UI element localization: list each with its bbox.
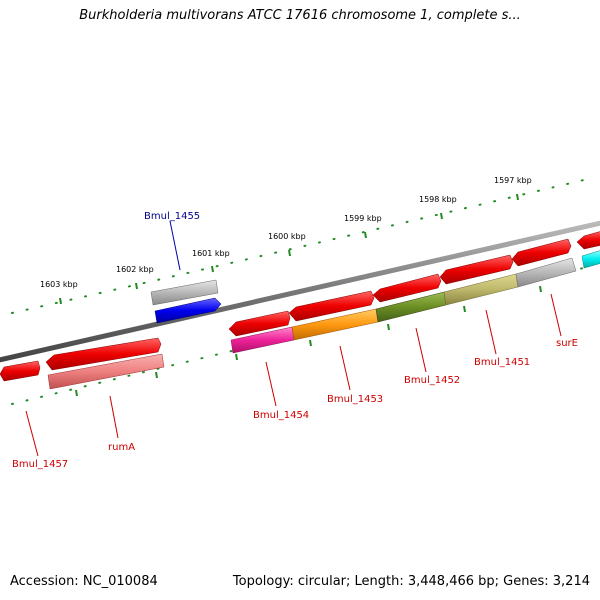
cds-feature[interactable] (439, 254, 514, 285)
cds-feature[interactable] (576, 231, 600, 250)
gene-label-bmul-1457[interactable]: Bmul_1457 (12, 459, 68, 470)
leader-line-surE (550, 293, 562, 337)
label-leaders (25, 220, 562, 457)
scale-label-1602: 1602 kbp (116, 265, 154, 274)
scale-track-upper (11, 177, 593, 314)
scale-label-1598: 1598 kbp (419, 195, 457, 204)
major-tick (539, 285, 542, 293)
major-tick (516, 193, 519, 201)
scale-dots-upper (11, 177, 593, 314)
chromosome-backbone (0, 220, 600, 363)
leader-line-bmul-1454 (265, 361, 277, 407)
major-tick (309, 339, 312, 347)
gene-label-surE[interactable]: surE (556, 338, 578, 349)
leader-line-bmul-1451 (485, 309, 497, 355)
gene-track-upper (150, 279, 222, 324)
major-tick (135, 282, 138, 290)
cds-feature[interactable] (45, 337, 162, 371)
gene-track-lower (47, 250, 600, 390)
major-tick (59, 297, 62, 305)
major-tick (440, 212, 443, 220)
major-tick (463, 305, 466, 313)
leader-line-bmul-1452 (415, 327, 427, 373)
cds-feature[interactable] (228, 310, 291, 337)
gene-feature-cyan[interactable] (581, 250, 600, 269)
leader-line-bmul-1453 (339, 345, 351, 391)
major-tick (235, 353, 238, 361)
gene-feature-surE[interactable] (515, 257, 577, 288)
major-tick (387, 323, 390, 331)
gene-label-bmul-1453[interactable]: Bmul_1453 (327, 394, 383, 405)
major-ticks-lower (75, 285, 542, 397)
gene-label-bmul-1455[interactable]: Bmul_1455 (144, 211, 200, 222)
scale-label-1601: 1601 kbp (192, 249, 230, 258)
leader-line-rumA (109, 395, 119, 439)
map-title: Burkholderia multivorans ATCC 17616 chro… (79, 8, 521, 23)
gene-feature-grey-upper[interactable] (150, 279, 219, 306)
gene-feature-rumA[interactable] (47, 353, 165, 390)
major-tick (155, 371, 158, 379)
major-tick (75, 389, 78, 397)
major-tick (211, 265, 214, 273)
major-tick (288, 249, 291, 257)
major-tick (364, 231, 367, 239)
cds-feature[interactable] (372, 273, 442, 303)
scale-label-1600: 1600 kbp (268, 232, 306, 241)
cds-track (0, 231, 600, 382)
leader-line-bmul-1455 (169, 220, 181, 271)
accession-text: Accession: NC_010084 (10, 574, 158, 589)
gene-label-rumA[interactable]: rumA (108, 442, 135, 453)
cds-feature[interactable] (511, 238, 572, 267)
major-ticks-upper (59, 193, 519, 305)
scale-label-1597: 1597 kbp (494, 176, 532, 185)
scale-label-1599: 1599 kbp (344, 214, 382, 223)
gene-feature-bmul-1455[interactable] (154, 297, 222, 324)
cds-feature[interactable] (0, 360, 41, 382)
gene-label-bmul-1452[interactable]: Bmul_1452 (404, 375, 460, 386)
gene-label-bmul-1454[interactable]: Bmul_1454 (253, 410, 309, 421)
leader-line-bmul-1457 (25, 410, 39, 457)
gene-label-bmul-1451[interactable]: Bmul_1451 (474, 357, 530, 368)
topology-text: Topology: circular; Length: 3,448,466 bp… (232, 574, 590, 589)
cds-feature[interactable] (288, 290, 375, 322)
scale-label-1603: 1603 kbp (40, 280, 78, 289)
